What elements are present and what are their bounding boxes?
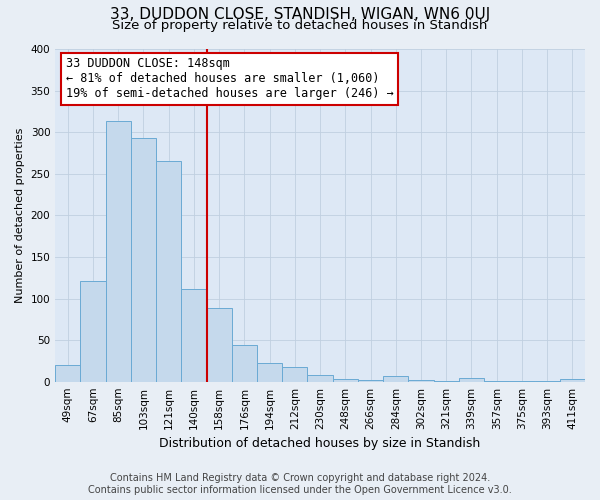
Bar [358,380,383,382]
Y-axis label: Number of detached properties: Number of detached properties [15,128,25,303]
Bar [181,290,206,382]
Text: 33, DUDDON CLOSE, STANDISH, WIGAN, WN6 0UJ: 33, DUDDON CLOSE, STANDISH, WIGAN, WN6 0… [110,8,490,22]
Bar [80,281,106,382]
Bar [156,162,181,382]
Bar [282,366,307,382]
Bar [257,364,282,382]
Bar [484,381,509,382]
Bar [332,379,358,382]
X-axis label: Distribution of detached houses by size in Standish: Distribution of detached houses by size … [160,437,481,450]
Bar [409,380,434,382]
Bar [232,345,257,382]
Bar [434,381,459,382]
Text: Size of property relative to detached houses in Standish: Size of property relative to detached ho… [112,19,488,32]
Bar [131,138,156,382]
Bar [560,379,585,382]
Bar [509,381,535,382]
Bar [459,378,484,382]
Text: Contains HM Land Registry data © Crown copyright and database right 2024.
Contai: Contains HM Land Registry data © Crown c… [88,474,512,495]
Bar [535,381,560,382]
Bar [106,122,131,382]
Bar [55,365,80,382]
Bar [206,308,232,382]
Bar [307,375,332,382]
Bar [383,376,409,382]
Text: 33 DUDDON CLOSE: 148sqm
← 81% of detached houses are smaller (1,060)
19% of semi: 33 DUDDON CLOSE: 148sqm ← 81% of detache… [66,58,394,100]
